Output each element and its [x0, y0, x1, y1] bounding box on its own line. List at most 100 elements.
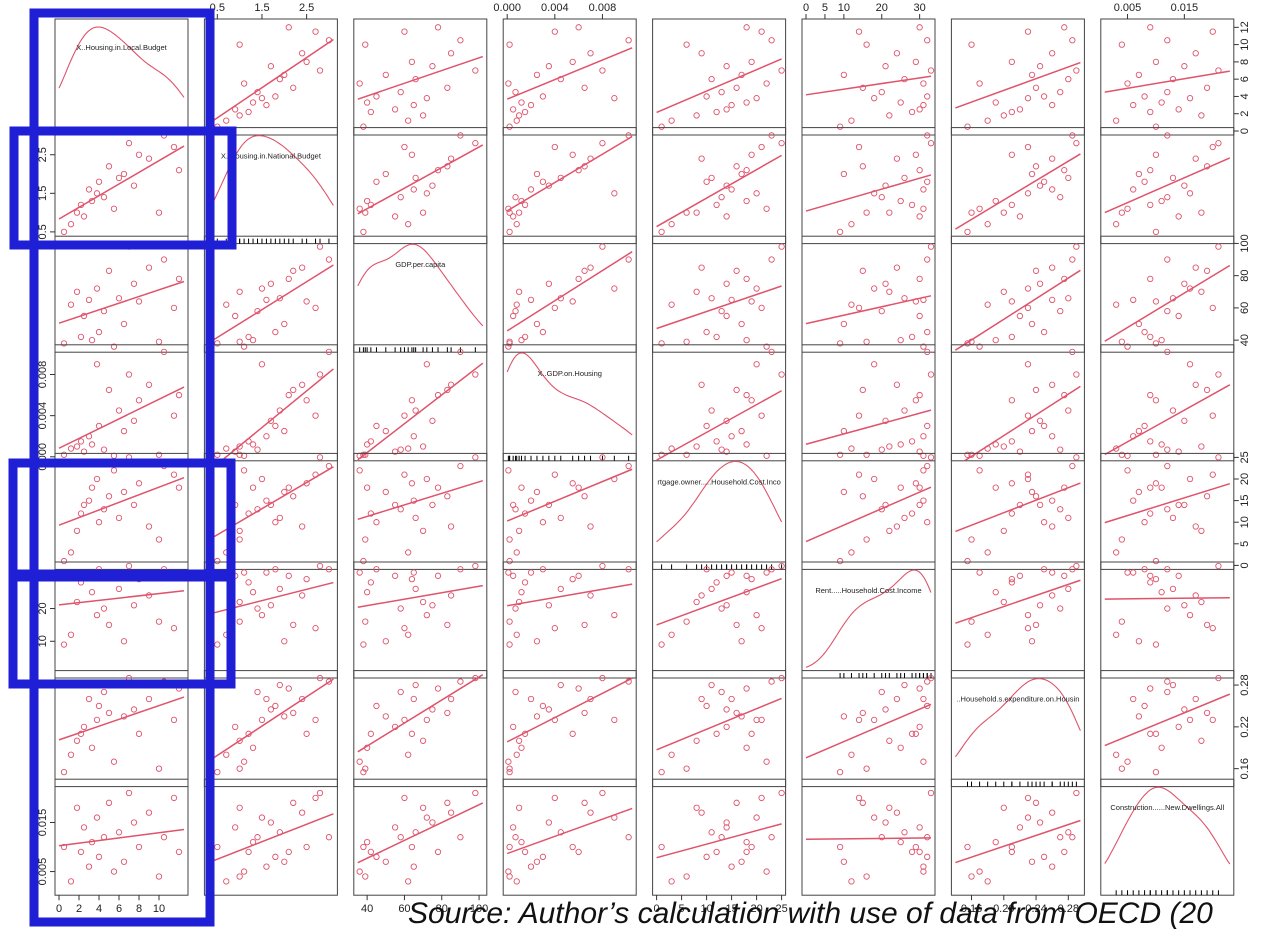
scatter-point: [281, 713, 288, 720]
scatter-point: [258, 716, 266, 724]
panel-frame: [652, 235, 787, 353]
scatter-point: [836, 557, 844, 565]
axis-tick-label: 20: [750, 903, 762, 915]
scatter-point: [434, 685, 442, 692]
diagonal-label: GDP.per.capita: [395, 260, 446, 269]
scatter-point: [155, 451, 163, 458]
scatter-point: [855, 28, 863, 35]
scatter-point: [698, 592, 705, 599]
scatter-point: [175, 275, 183, 283]
scatter-point: [236, 536, 243, 543]
scatter-point: [924, 132, 931, 139]
scatter-point: [912, 480, 919, 487]
scatter-point: [363, 441, 371, 448]
scatter-point: [1181, 63, 1188, 70]
scatter-point: [367, 510, 375, 517]
scatter-point: [569, 730, 576, 737]
scatter-point: [1175, 213, 1182, 220]
scatter-point: [67, 445, 75, 452]
scatter-point: [312, 304, 319, 312]
scatter-point: [625, 37, 632, 44]
scatter-point: [356, 758, 363, 765]
scatter-point: [964, 123, 971, 130]
scatter-point: [254, 446, 261, 453]
panel-frame: [54, 452, 189, 570]
scatter-point: [1158, 589, 1165, 596]
scatter-point: [1169, 76, 1177, 83]
scatter-point: [968, 536, 975, 543]
axis-tick-label: 0.004: [541, 2, 569, 14]
scatter-point: [1203, 621, 1211, 629]
panel-frame: [950, 778, 1085, 896]
panel-content: [356, 132, 484, 236]
scatter-point: [175, 848, 183, 856]
scatter-point: [927, 243, 935, 250]
panel-content: [656, 132, 785, 236]
scatter-point: [515, 804, 523, 811]
scatter-point: [533, 858, 541, 865]
scatter-point: [920, 868, 927, 875]
regression-line: [963, 385, 1081, 461]
scatter-point: [60, 557, 68, 565]
scatter-point: [1000, 112, 1007, 119]
scatter-point: [1215, 140, 1222, 147]
scatter-point: [360, 123, 367, 130]
scatter-point: [410, 863, 417, 870]
scatter-point: [703, 328, 710, 336]
scatter-point: [447, 155, 455, 162]
scatter-point: [95, 328, 103, 336]
scatter-point: [703, 566, 710, 573]
scatter-point: [1215, 243, 1222, 250]
scatter-point: [916, 448, 923, 455]
scatter-point: [1000, 598, 1007, 606]
scatter-point: [1164, 88, 1171, 96]
panel-frame: [801, 18, 936, 136]
regression-line: [507, 583, 633, 607]
scatter-point: [976, 569, 983, 576]
scatter-point: [539, 93, 547, 100]
scatter-point: [886, 527, 893, 534]
axis-tick-label: 20: [1239, 473, 1251, 485]
regression-line: [1104, 264, 1231, 342]
panel-frame: [353, 235, 488, 353]
axis-tick-label: 0.20: [993, 903, 1014, 915]
scatter-point: [1073, 454, 1080, 461]
scatter-point: [1069, 132, 1076, 139]
panel-content: [656, 348, 785, 461]
scatter-point: [408, 575, 416, 583]
scatter-point: [423, 95, 430, 102]
scatter-point: [1069, 462, 1076, 470]
scatter-point: [1028, 488, 1036, 496]
scatter-point: [457, 132, 464, 139]
scatter-point: [95, 853, 103, 860]
panel-frame: [502, 670, 637, 788]
scatter-point: [506, 843, 513, 851]
scatter-point: [1073, 140, 1080, 147]
scatter-point: [405, 751, 412, 758]
scatter-point: [840, 488, 848, 496]
scatter-point: [316, 67, 324, 74]
regression-line: [1104, 157, 1231, 214]
scatter-point: [1024, 190, 1032, 197]
scatter-point: [281, 638, 288, 645]
scatter-point: [267, 706, 275, 713]
scatter-point: [1028, 858, 1036, 865]
scatter-point: [1192, 523, 1199, 530]
scatter-point: [155, 765, 163, 772]
regression-line: [58, 386, 185, 449]
panel-frame: [801, 670, 936, 788]
scatter-point: [236, 288, 243, 295]
scatter-point: [80, 448, 88, 455]
panel-frame: [203, 127, 338, 245]
scatter-point: [1203, 267, 1211, 274]
regression-line: [805, 486, 932, 543]
scatter-point: [1061, 24, 1068, 31]
scatter-point: [77, 438, 85, 445]
scatter-point: [897, 441, 904, 448]
scatter-point: [840, 71, 848, 78]
scatter-point: [575, 275, 582, 283]
scatter-point: [1065, 829, 1072, 836]
scatter-point: [303, 575, 310, 583]
scatter-point: [135, 480, 143, 487]
